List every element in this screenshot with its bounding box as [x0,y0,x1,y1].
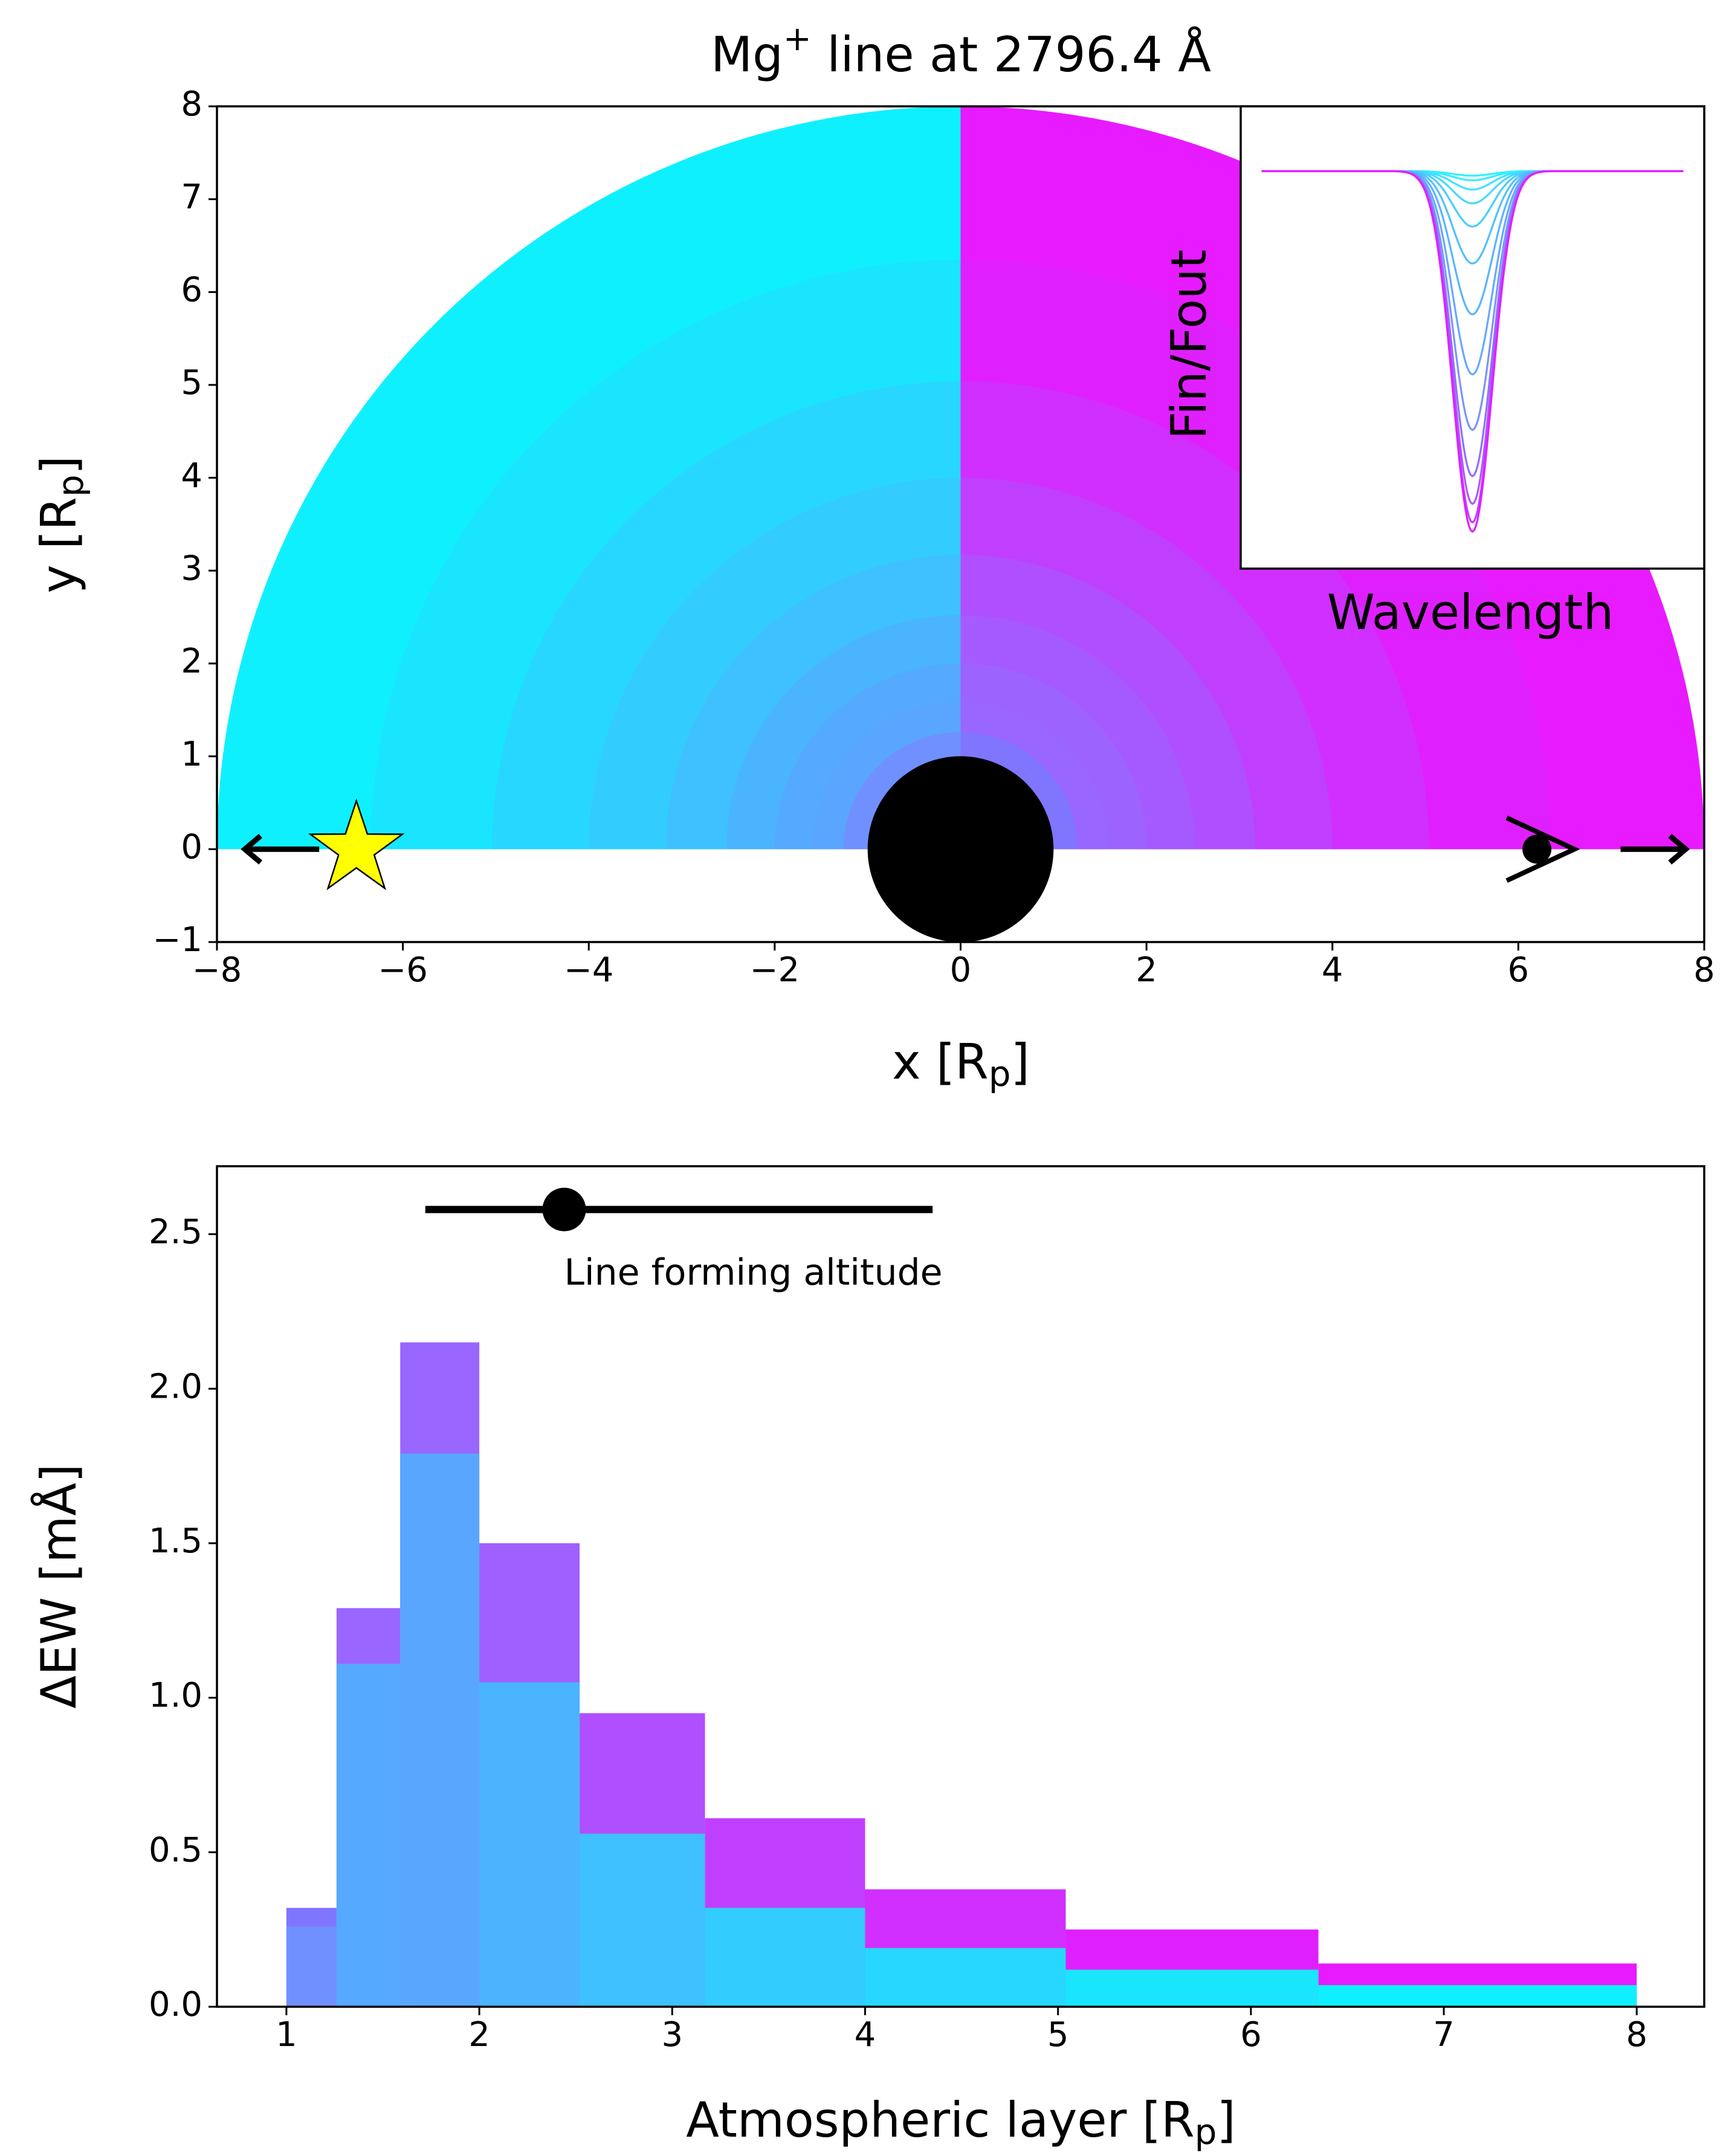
observer-eye [1505,815,1580,883]
x-tick-label: 0 [950,951,972,990]
inset-background [1241,106,1704,569]
label-part: x [R [892,1034,989,1090]
bar [1318,1985,1637,2007]
x-tick-label: −2 [750,951,800,990]
x-tick-label: 1 [276,2015,297,2054]
y-tick-label: 5 [181,363,202,402]
title-part: line at 2796.4 Å [812,26,1211,83]
title-part: Mg [711,27,783,83]
y-tick-label: 0 [181,827,202,867]
arrow-head [241,833,263,865]
x-tick-label: −8 [192,951,242,990]
inset-y-label: Fin/Fout [1161,250,1217,439]
y-tick-label: 3 [181,549,202,588]
y-tick-label: 1.0 [149,1676,202,1715]
x-tick-label: 8 [1626,2015,1647,2054]
x-tick-label: 5 [1047,2015,1069,2054]
observer [1522,834,1552,864]
line-profile [1261,170,1684,533]
inset-x-label: Wavelength [1327,584,1614,641]
label-part: y [R [31,497,87,593]
label-subscript: p [50,474,91,497]
altitude-point [542,1187,586,1231]
y-tick-label: −1 [152,920,202,960]
y-axis-label: ΔEW [mÅ] [30,1464,87,1709]
x-tick-label: 2 [468,2015,490,2054]
bar [400,1453,480,2007]
bar [479,1682,580,2007]
label-part: ] [31,456,87,474]
y-tick-label: 0.0 [149,1985,202,2024]
axes-frame [216,1165,1705,2008]
x-tick-label: 8 [1693,951,1715,990]
planet [867,756,1054,943]
y-tick-label: 2 [181,642,202,681]
x-tick-label: 6 [1508,951,1530,990]
star [308,798,405,891]
label-subscript: p [1195,2111,1217,2152]
x-tick-label: 3 [661,2015,683,2054]
x-axis-label: Atmospheric layer [Rp] [686,2092,1235,2152]
y-tick-label: 7 [181,178,202,217]
bar [865,1948,1066,2007]
x-tick-label: 7 [1433,2015,1455,2054]
x-tick-label: 4 [855,2015,876,2054]
x-tick-label: 2 [1136,951,1157,990]
y-tick-label: 2.5 [149,1213,202,1252]
y-tick-label: 2.0 [149,1367,202,1406]
y-tick-label: 0.5 [149,1830,202,1870]
x-tick-label: 4 [1322,951,1343,990]
y-tick-label: 1.5 [149,1522,202,1561]
title-superscript: + [783,19,812,59]
y-tick-label: 6 [181,270,202,309]
arrow-head [1668,833,1690,865]
y-tick-label: 1 [181,735,202,774]
label-part: ] [1217,2092,1236,2148]
chart-title: Mg+ line at 2796.4 Å [711,19,1211,83]
y-tick-label: 8 [181,85,202,124]
annotation: Line forming altitude [564,1251,943,1294]
x-axis-label: x [Rp] [892,1034,1030,1094]
y-axis-label: y [Rp] [31,456,91,593]
x-tick-label: −4 [564,951,614,990]
bar [580,1833,705,2007]
bar [1065,1969,1319,2007]
bar [705,1908,865,2007]
y-tick-label: 4 [181,456,202,495]
label-subscript: p [989,1053,1011,1094]
bar [286,1926,337,2007]
label-part: Atmospheric layer [R [686,2092,1194,2148]
label-part: ] [1011,1034,1030,1090]
inset-frame [1239,105,1705,570]
x-tick-label: −6 [378,951,428,990]
x-tick-label: 6 [1240,2015,1262,2054]
bar [336,1664,401,2007]
